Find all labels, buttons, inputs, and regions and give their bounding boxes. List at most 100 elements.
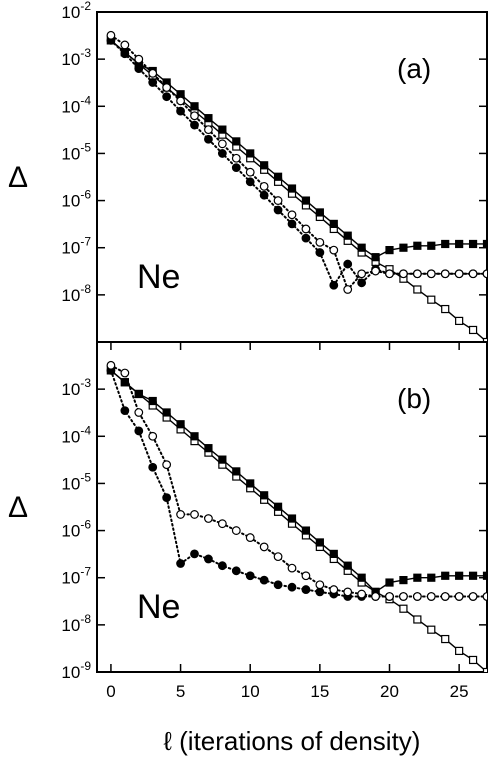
square-marker (468, 655, 478, 665)
square-marker (232, 137, 241, 146)
square-marker (455, 646, 464, 656)
square-marker (441, 239, 450, 249)
circle-marker (385, 592, 394, 601)
circle-marker (245, 533, 255, 542)
circle-marker (440, 269, 450, 279)
square-marker (260, 491, 269, 500)
square-marker (301, 526, 311, 535)
circle-marker (134, 54, 144, 64)
circle-marker (231, 526, 241, 535)
circle-marker (106, 360, 116, 370)
square-marker (385, 246, 394, 255)
circle-marker (148, 431, 158, 441)
square-marker (246, 479, 255, 488)
square-marker (190, 102, 199, 111)
circle-marker (190, 120, 199, 130)
square-marker (399, 243, 408, 252)
circle-marker (217, 139, 227, 149)
circle-marker (176, 96, 185, 106)
y-tick-label: 10-4 (61, 93, 91, 116)
series-line (109, 34, 487, 292)
plot-area (106, 360, 487, 672)
circle-marker (259, 190, 269, 200)
circle-marker (426, 592, 436, 601)
square-marker (455, 316, 464, 326)
y-tick-label: 10-6 (61, 188, 91, 211)
circle-marker (259, 575, 269, 585)
square-marker (413, 615, 422, 624)
square-marker (482, 667, 487, 672)
series-line (110, 369, 487, 672)
square-marker (357, 243, 366, 252)
circle-marker (426, 269, 436, 279)
circle-marker (468, 269, 478, 279)
series-line (110, 369, 487, 593)
x-tick-label: 0 (106, 682, 115, 701)
square-marker (399, 576, 408, 585)
circle-marker (287, 563, 297, 573)
square-marker (441, 304, 450, 314)
circle-marker (273, 205, 283, 215)
circle-marker (343, 587, 353, 597)
y-tick-label: 10-3 (61, 376, 91, 399)
square-marker (343, 561, 352, 570)
circle-marker (357, 589, 367, 599)
y-tick-label: 10-4 (61, 423, 91, 446)
circle-marker (315, 580, 325, 590)
circle-marker (259, 542, 269, 552)
circle-marker (217, 519, 227, 529)
y-tick-label: 10-8 (61, 282, 91, 305)
square-marker (301, 196, 311, 205)
square-marker (455, 239, 464, 249)
y-tick-label: 10-9 (61, 659, 91, 682)
circle-marker (120, 406, 130, 416)
square-marker (441, 634, 450, 644)
circle-marker (190, 549, 199, 559)
circle-marker (259, 181, 269, 191)
circle-marker (231, 153, 241, 163)
y-tick-label: 10-5 (61, 140, 91, 163)
circle-marker (343, 285, 353, 294)
plot-area (106, 30, 487, 342)
square-marker (399, 604, 408, 613)
square-marker (315, 208, 324, 217)
square-marker (148, 396, 157, 406)
square-marker (287, 184, 297, 193)
circle-marker (301, 224, 311, 234)
circle-marker (162, 493, 172, 503)
circle-marker (273, 552, 283, 562)
circle-marker (245, 571, 255, 581)
panel-annotation: (a) (397, 53, 431, 84)
circle-marker (162, 92, 172, 102)
circle-marker (176, 106, 185, 116)
circle-marker (287, 210, 297, 220)
square-marker (204, 114, 213, 123)
circle-marker (217, 561, 227, 571)
circle-marker (231, 566, 241, 576)
circle-marker (148, 68, 158, 78)
circle-marker (148, 78, 158, 87)
square-marker (441, 571, 450, 580)
square-marker (371, 253, 380, 262)
square-marker (315, 538, 324, 547)
circle-marker (454, 269, 464, 279)
circle-marker (176, 559, 185, 568)
x-tick-label: 20 (380, 682, 399, 701)
square-marker (427, 625, 436, 634)
circle-marker (357, 278, 367, 288)
square-marker (232, 467, 241, 476)
square-marker (468, 571, 478, 580)
square-marker (413, 573, 422, 582)
x-axis-label: ℓ (iterations of density) (164, 726, 421, 756)
circle-marker (301, 571, 311, 581)
circle-marker (245, 177, 255, 187)
circle-marker (385, 269, 394, 279)
circle-marker (231, 163, 241, 173)
square-marker (482, 239, 487, 249)
plot-frame (96, 341, 488, 673)
circle-marker (120, 40, 130, 50)
square-marker (413, 285, 422, 294)
circle-marker (287, 219, 297, 229)
